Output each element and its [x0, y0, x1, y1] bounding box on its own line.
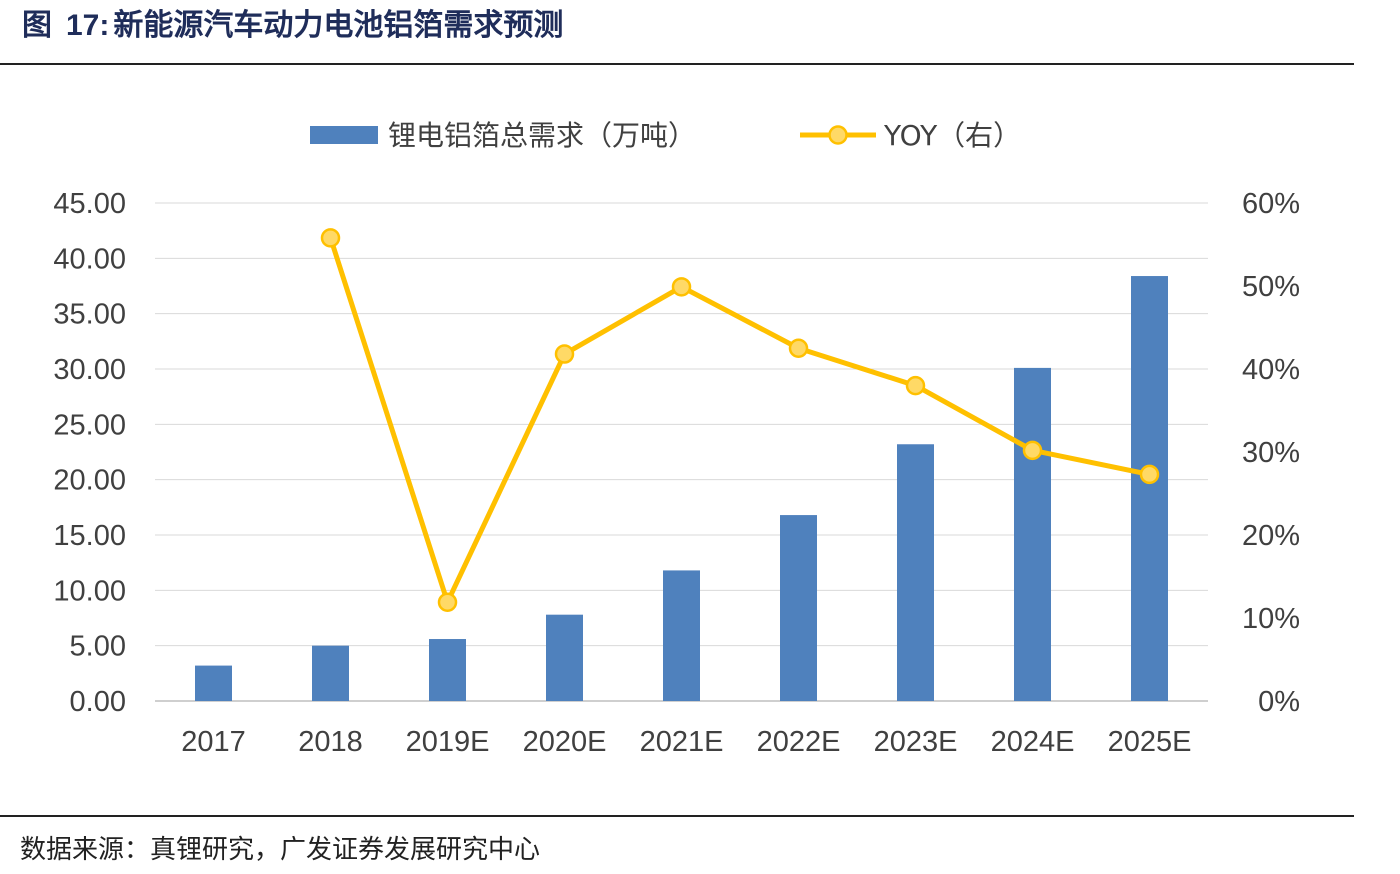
figure-label: 图 — [22, 8, 52, 43]
legend-marker — [828, 125, 848, 145]
figure-number: 17: — [66, 9, 110, 42]
x-axis-tick-label: 2017 — [181, 726, 246, 758]
yoy-point — [788, 338, 809, 358]
left-axis-tick-label: 30.00 — [53, 354, 126, 386]
bar — [312, 645, 349, 701]
left-axis-tick-label: 40.00 — [53, 243, 126, 275]
yoy-point — [320, 228, 341, 248]
x-axis-tick-label: 2020E — [523, 726, 607, 758]
left-axis-tick-label: 10.00 — [53, 575, 126, 607]
yoy-point — [437, 592, 458, 612]
bar — [663, 570, 700, 701]
yoy-point — [1139, 464, 1160, 485]
bar — [897, 444, 934, 701]
left-axis-tick-label: 45.00 — [53, 188, 126, 220]
left-axis-tick-label: 0.00 — [70, 686, 126, 718]
right-axis-tick-label: 10% — [1242, 603, 1300, 635]
bar — [1131, 276, 1168, 701]
bar — [195, 665, 232, 701]
yoy-point — [554, 344, 575, 364]
right-axis-tick-label: 60% — [1242, 188, 1300, 220]
legend-label-line: YOY（右） — [883, 119, 1021, 152]
legend: 锂电铝箔总需求（万吨） YOY（右） — [310, 119, 1021, 152]
figure-title: 图 17: 新能源汽车动力电池铝箔需求预测 — [22, 4, 563, 48]
x-axis-tick-label: 2023E — [874, 726, 958, 758]
line-series — [320, 228, 1160, 612]
title-divider — [0, 63, 1354, 65]
x-axis-tick-label: 2021E — [640, 726, 724, 758]
bar — [780, 515, 817, 701]
legend-label-bar: 锂电铝箔总需求（万吨） — [388, 119, 696, 152]
figure-title-text: 新能源汽车动力电池铝箔需求预测 — [113, 8, 564, 43]
legend-swatch-bar — [310, 126, 378, 144]
bar-series — [195, 276, 1168, 701]
yoy-line — [328, 237, 1151, 605]
bar — [546, 614, 583, 701]
left-axis-tick-label: 35.00 — [53, 299, 126, 331]
left-axis-tick-label: 20.00 — [53, 465, 126, 497]
axis-labels: 0.00 5.00 10.00 15.00 20.00 25.00 30.00 35.00 40… — [53, 188, 1300, 758]
bar — [429, 639, 466, 701]
yoy-point — [1022, 440, 1043, 461]
source-note: 数据来源：真锂研究，广发证券发展研究中心 — [20, 835, 541, 865]
yoy-point — [671, 277, 692, 297]
source-divider — [0, 815, 1354, 817]
left-axis-tick-label: 5.00 — [70, 631, 126, 663]
bar — [1014, 367, 1051, 701]
x-axis-tick-label: 2025E — [1108, 726, 1192, 758]
right-axis-tick-label: 30% — [1242, 437, 1300, 469]
x-axis-tick-label: 2019E — [406, 726, 490, 758]
right-axis-tick-label: 0% — [1258, 686, 1300, 718]
x-axis-tick-label: 2024E — [991, 726, 1075, 758]
yoy-point — [905, 375, 926, 396]
left-axis-tick-label: 15.00 — [53, 520, 126, 552]
right-axis-tick-label: 40% — [1242, 354, 1300, 386]
left-axis-tick-label: 25.00 — [53, 409, 126, 441]
x-axis-tick-label: 2018 — [298, 726, 363, 758]
right-axis-tick-label: 50% — [1242, 271, 1300, 303]
right-axis-tick-label: 20% — [1242, 520, 1300, 552]
x-axis-tick-label: 2022E — [757, 726, 841, 758]
